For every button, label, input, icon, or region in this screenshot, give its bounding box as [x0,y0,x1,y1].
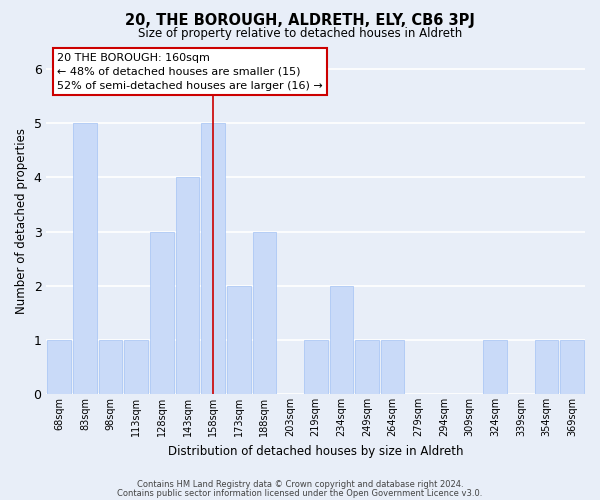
Text: Contains HM Land Registry data © Crown copyright and database right 2024.: Contains HM Land Registry data © Crown c… [137,480,463,489]
Bar [202,124,225,394]
Text: 20 THE BOROUGH: 160sqm
← 48% of detached houses are smaller (15)
52% of semi-det: 20 THE BOROUGH: 160sqm ← 48% of detached… [57,52,323,90]
Bar [176,178,199,394]
Bar [150,232,173,394]
X-axis label: Distribution of detached houses by size in Aldreth: Distribution of detached houses by size … [168,444,463,458]
Bar [304,340,328,394]
Y-axis label: Number of detached properties: Number of detached properties [15,128,28,314]
Bar [227,286,251,394]
Bar [99,340,122,394]
Bar [47,340,71,394]
Bar [484,340,507,394]
Text: Contains public sector information licensed under the Open Government Licence v3: Contains public sector information licen… [118,488,482,498]
Bar [329,286,353,394]
Bar [535,340,559,394]
Bar [355,340,379,394]
Bar [124,340,148,394]
Bar [381,340,404,394]
Text: 20, THE BOROUGH, ALDRETH, ELY, CB6 3PJ: 20, THE BOROUGH, ALDRETH, ELY, CB6 3PJ [125,12,475,28]
Bar [73,124,97,394]
Bar [253,232,276,394]
Text: Size of property relative to detached houses in Aldreth: Size of property relative to detached ho… [138,28,462,40]
Bar [560,340,584,394]
